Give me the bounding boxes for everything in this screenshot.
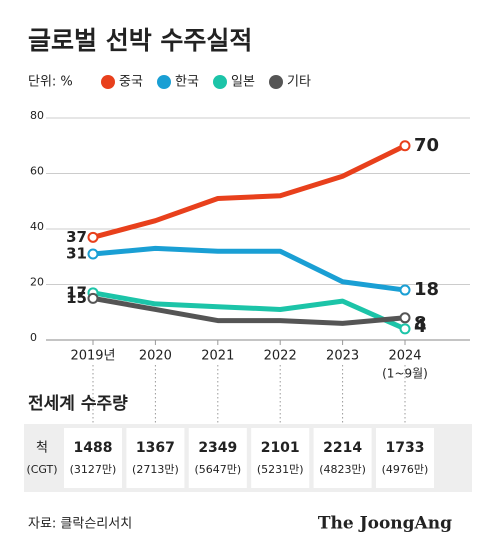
cgt-value: (4976만) bbox=[382, 463, 429, 476]
legend-swatch bbox=[157, 75, 171, 89]
value-label: 70 bbox=[414, 135, 439, 156]
table-cell bbox=[313, 428, 372, 488]
ships-value: 2101 bbox=[261, 440, 300, 456]
end-marker bbox=[399, 284, 411, 296]
end-marker bbox=[399, 140, 411, 152]
ships-value: 2349 bbox=[198, 440, 237, 456]
table-cell bbox=[126, 428, 185, 488]
series-line bbox=[90, 245, 408, 293]
table-cell bbox=[376, 428, 434, 488]
legend-label: 일본 bbox=[231, 75, 255, 90]
source: 자료: 클락슨리서치 bbox=[28, 517, 132, 532]
series-line bbox=[90, 143, 408, 240]
legend-swatch bbox=[269, 75, 283, 89]
x-tick-label: 2023 bbox=[326, 349, 359, 364]
end-marker bbox=[399, 312, 411, 324]
legend-label: 기타 bbox=[287, 75, 311, 90]
series-line bbox=[90, 290, 408, 332]
x-tick-note: (1~9월) bbox=[382, 367, 428, 381]
cgt-value: (4823만) bbox=[319, 463, 366, 476]
ships-value: 1733 bbox=[386, 440, 425, 456]
end-marker bbox=[87, 292, 99, 304]
unit-label: 단위: % bbox=[28, 75, 73, 90]
value-label: 8 bbox=[414, 313, 427, 334]
table-cell bbox=[188, 428, 247, 488]
x-tick-label: 2020 bbox=[139, 349, 172, 364]
value-label: 17 bbox=[66, 283, 87, 301]
ships-value: 1367 bbox=[136, 440, 175, 456]
end-marker bbox=[87, 248, 99, 260]
chart-title: 글로벌 선박 수주실적 bbox=[28, 26, 252, 55]
x-tick-label: 2024 bbox=[388, 349, 421, 364]
table-cell bbox=[251, 428, 310, 488]
legend-swatch bbox=[101, 75, 115, 89]
y-tick-label: 60 bbox=[30, 165, 44, 178]
x-tick-label: 2022 bbox=[264, 349, 297, 364]
value-label: 31 bbox=[66, 244, 87, 262]
brand: The JoongAng bbox=[318, 514, 452, 534]
value-label: 15 bbox=[66, 289, 87, 307]
y-tick-label: 0 bbox=[30, 331, 37, 344]
cgt-value: (2713만) bbox=[132, 463, 179, 476]
y-tick-label: 40 bbox=[30, 220, 44, 233]
value-label: 4 bbox=[414, 316, 427, 337]
table-title: 전세계 수주량 bbox=[28, 394, 128, 414]
legend-swatch bbox=[213, 75, 227, 89]
cgt-value: (5647만) bbox=[194, 463, 241, 476]
row-label: 척 bbox=[36, 441, 48, 456]
table-cell bbox=[64, 428, 122, 488]
x-tick-label: 2021 bbox=[201, 349, 234, 364]
y-tick-label: 80 bbox=[30, 109, 44, 122]
y-tick-label: 20 bbox=[30, 276, 44, 289]
x-tick-label: 2019년 bbox=[70, 349, 115, 364]
end-marker bbox=[87, 231, 99, 243]
row-sublabel: (CGT) bbox=[26, 463, 57, 476]
ships-value: 1488 bbox=[74, 440, 113, 456]
value-label: 37 bbox=[66, 228, 87, 246]
end-marker bbox=[399, 323, 411, 335]
series-line bbox=[90, 295, 408, 326]
legend-label: 한국 bbox=[175, 75, 199, 90]
value-label: 18 bbox=[414, 279, 439, 300]
ships-value: 2214 bbox=[323, 440, 362, 456]
legend-label: 중국 bbox=[119, 75, 143, 90]
cgt-value: (5231만) bbox=[257, 463, 304, 476]
cgt-value: (3127만) bbox=[70, 463, 117, 476]
